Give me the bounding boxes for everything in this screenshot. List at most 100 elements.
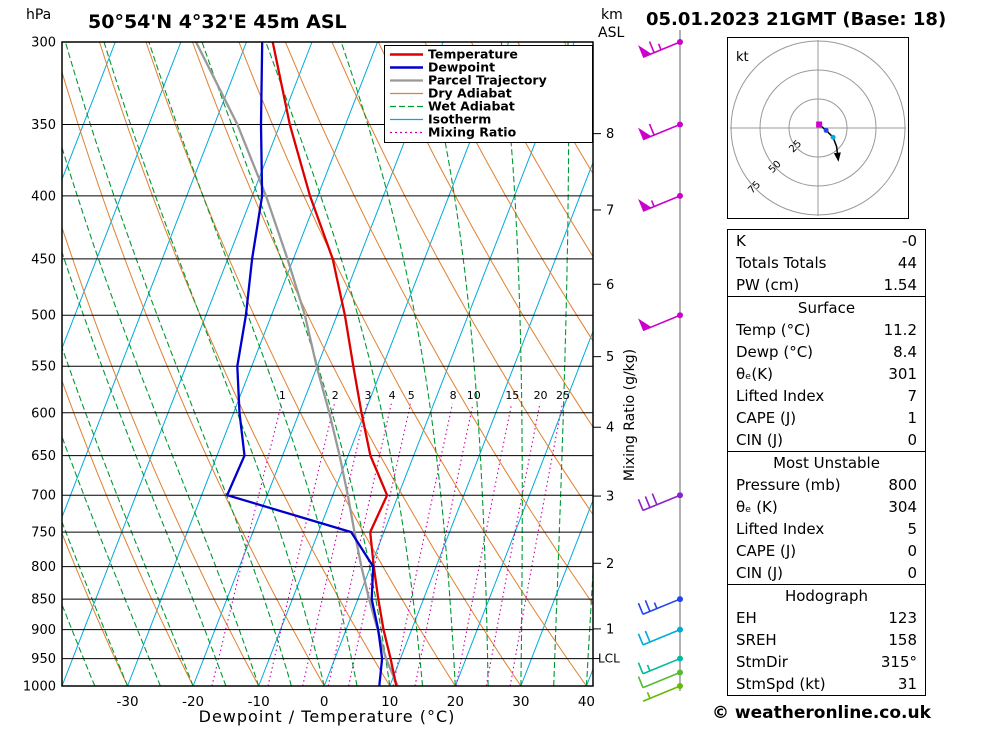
stat-label: θₑ(K) xyxy=(736,365,773,383)
dry-adiabat-line xyxy=(62,532,129,686)
sounding-profiles xyxy=(194,42,399,686)
pressure-tick-label: 850 xyxy=(31,593,56,608)
hodograph-unit-label: kt xyxy=(736,50,749,65)
isotherm-line xyxy=(323,42,575,686)
isotherm-line xyxy=(62,42,247,519)
dry-adiabat-line xyxy=(424,42,593,342)
pressure-tick-label: 350 xyxy=(31,118,56,133)
wind-barb-staff xyxy=(642,494,681,512)
stats-section-title: Most Unstable xyxy=(773,454,880,472)
pressure-unit-label: hPa xyxy=(26,7,51,23)
mixing-ratio-line xyxy=(348,403,412,686)
stat-value: 304 xyxy=(888,498,917,516)
wind-barb-half-feather xyxy=(650,200,655,207)
isotherm-line xyxy=(258,42,510,686)
wind-barb-staff xyxy=(642,598,681,616)
wet-adiabat-line xyxy=(62,520,129,686)
temp-tick-label: 0 xyxy=(320,694,329,710)
mixing-ratio-line xyxy=(211,403,282,686)
stat-value: 315° xyxy=(880,653,917,671)
wind-barb-feather xyxy=(644,600,651,612)
dry-adiabat-line xyxy=(657,42,722,686)
stat-row: StmSpd (kt) 31 xyxy=(728,673,925,695)
km-tick-label: 3 xyxy=(606,490,614,505)
wet-adiabat-line xyxy=(265,42,424,686)
pressure-tick-label: 650 xyxy=(31,449,56,464)
stat-label: SREH xyxy=(736,631,777,649)
wind-barb-half-feather xyxy=(657,43,662,51)
stat-label: Totals Totals xyxy=(736,254,827,272)
wind-barb-staff xyxy=(642,628,681,646)
stat-value: 11.2 xyxy=(883,321,917,339)
stat-row: θₑ(K) 301 xyxy=(728,363,925,385)
plot-border xyxy=(61,41,594,687)
wind-barb xyxy=(637,492,683,512)
mixing-ratio-line xyxy=(267,403,335,686)
station-title: 50°54'N 4°32'E 45m ASL xyxy=(88,11,347,33)
legend-label: Mixing Ratio xyxy=(428,125,517,140)
pressure-tick-label: 600 xyxy=(31,406,56,421)
temp-tick-label: 30 xyxy=(512,694,529,710)
wind-barb-flag xyxy=(638,318,652,331)
mixing-ratio-value-label: 1 xyxy=(279,389,286,402)
stat-row: Lifted Index 7 xyxy=(728,385,925,407)
wind-barb-feather xyxy=(637,499,644,511)
wet-adiabat-line xyxy=(62,435,161,686)
isotherm-line xyxy=(127,42,379,686)
stat-row: SREH 158 xyxy=(728,629,925,651)
hodograph-marker xyxy=(816,121,823,128)
stat-label: CIN (J) xyxy=(736,431,784,449)
wet-adiabat-line xyxy=(103,42,325,686)
wind-barb-staff xyxy=(642,195,681,212)
pressure-tick-label: 300 xyxy=(31,36,56,51)
stat-label: Lifted Index xyxy=(736,520,825,538)
pressure-tick-label: 400 xyxy=(31,189,56,204)
stat-value: 800 xyxy=(888,476,917,494)
stat-label: CAPE (J) xyxy=(736,542,797,560)
mixing-ratio-line xyxy=(392,403,453,686)
wind-barb-feather xyxy=(637,662,644,675)
parcel-trajectory-curve xyxy=(194,42,399,686)
legend-label: Parcel Trajectory xyxy=(428,73,547,88)
stat-label: StmDir xyxy=(736,653,788,671)
legend-label: Temperature xyxy=(428,47,518,62)
stat-label: EH xyxy=(736,609,757,627)
datetime-header: 05.01.2023 21GMT (Base: 18) xyxy=(646,9,947,30)
stat-label: Pressure (mb) xyxy=(736,476,841,494)
wind-barb xyxy=(637,626,683,646)
mixing-ratio-value-label: 5 xyxy=(408,389,415,402)
altitude-unit-asl: ASL xyxy=(598,25,624,41)
mixing-ratio-labels: 1 2 3 4 5 8 10 15 20 25 xyxy=(279,389,570,402)
stat-label: Lifted Index xyxy=(736,387,825,405)
km-tick-label: 8 xyxy=(606,127,614,142)
stat-label: θₑ (K) xyxy=(736,498,778,516)
stat-value: 8.4 xyxy=(893,343,917,361)
wind-barb-feather xyxy=(644,496,651,508)
wind-barb-staff xyxy=(642,671,681,689)
stat-label: CIN (J) xyxy=(736,564,784,582)
wind-barb xyxy=(637,655,683,675)
mixing-ratio-value-label: 25 xyxy=(556,389,570,402)
stat-label: StmSpd (kt) xyxy=(736,675,826,693)
isotherm-line xyxy=(520,498,593,686)
wind-barb-feather xyxy=(651,493,658,506)
wind-barb-flag xyxy=(638,199,652,212)
stats-section-title: Hodograph xyxy=(784,587,869,605)
wind-barb-feather xyxy=(637,676,644,688)
pressure-tick-label: 700 xyxy=(31,489,56,504)
stat-row: K -0 xyxy=(728,230,925,252)
hodograph-ring xyxy=(788,98,848,158)
temp-tick-label: -10 xyxy=(248,694,270,710)
lcl-label: LCL xyxy=(598,652,620,666)
wind-barb-feather xyxy=(648,41,655,53)
wind-barb-staff xyxy=(642,41,681,58)
mixing-ratio-value-label: 15 xyxy=(505,389,519,402)
pressure-tick-label: 500 xyxy=(31,309,56,324)
wind-barb-half-feather xyxy=(653,602,658,609)
wind-barb-feather xyxy=(637,602,644,615)
wind-barb-feather xyxy=(648,123,655,136)
wind-barb xyxy=(637,596,683,616)
hodograph-marker xyxy=(823,127,829,133)
wind-barb-feather xyxy=(644,630,651,643)
